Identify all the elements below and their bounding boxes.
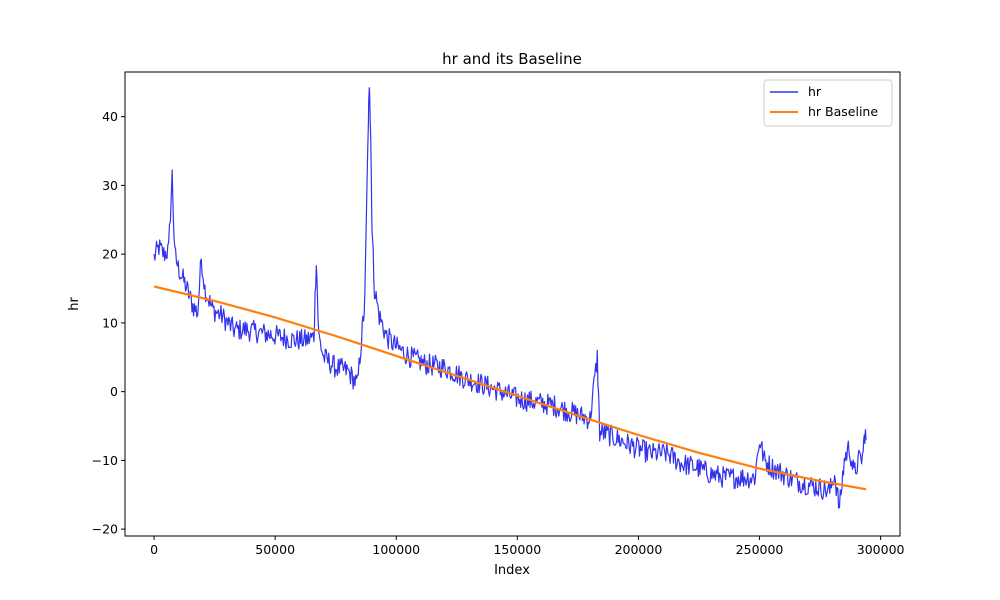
y-tick-label: 20	[102, 247, 118, 262]
y-tick-label: 0	[110, 384, 118, 399]
axis-ticks: 0 50000 100000 150000 200000 250000 300000 −20 −…	[92, 109, 905, 557]
x-tick-label: 300000	[857, 542, 905, 557]
legend: hr hr Baseline	[763, 79, 893, 127]
y-axis-label: hr	[67, 297, 82, 311]
series-line-hr	[153, 87, 867, 509]
x-tick-label: 50000	[255, 542, 295, 557]
x-axis-label: Index	[494, 563, 530, 578]
legend-label-hr-baseline: hr Baseline	[808, 104, 878, 119]
x-tick-label: 100000	[372, 542, 420, 557]
legend-box	[763, 79, 893, 127]
y-tick-label: −10	[92, 453, 118, 468]
x-tick-label: 200000	[615, 542, 663, 557]
chart-title: hr and its Baseline	[442, 50, 582, 68]
y-tick-label: 30	[102, 178, 118, 193]
y-tick-label: 40	[102, 109, 118, 124]
series-line-hr-baseline	[153, 285, 867, 491]
x-tick-label: 150000	[493, 542, 541, 557]
x-tick-label: 0	[150, 542, 158, 557]
plot-area	[153, 87, 867, 509]
axes-frame	[124, 71, 901, 537]
x-tick-label: 250000	[736, 542, 784, 557]
y-tick-label: −20	[92, 522, 118, 537]
y-tick-label: 10	[102, 315, 118, 330]
legend-label-hr: hr	[808, 84, 822, 99]
